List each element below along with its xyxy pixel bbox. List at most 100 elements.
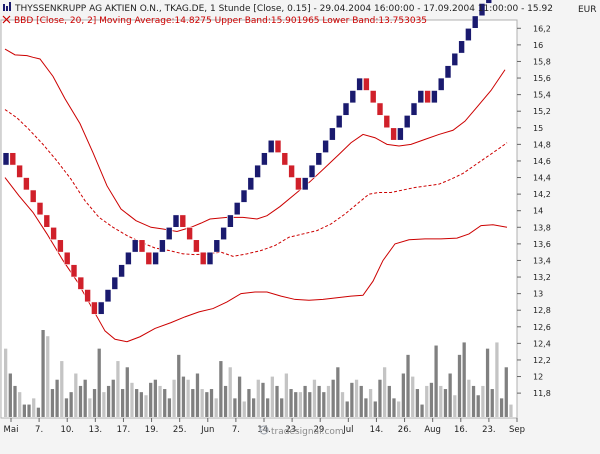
- volume-bar: [397, 401, 401, 417]
- volume-bar: [120, 389, 125, 417]
- volume-bar: [406, 354, 410, 417]
- volume-bar: [27, 404, 31, 417]
- volume-bar: [261, 382, 265, 417]
- volume-bar: [158, 385, 162, 417]
- currency-label: EUR: [578, 5, 597, 15]
- renko-brick-up: [322, 139, 329, 153]
- volume-bar: [392, 398, 396, 417]
- x-tick-label: 26.: [398, 425, 412, 435]
- renko-brick-up: [451, 52, 459, 66]
- x-tick-label: 7.: [35, 425, 43, 435]
- volume-bar: [415, 389, 420, 417]
- legend-header: THYSSENKRUPP AG AKTIEN O.N., TKAG.DE, 1 …: [2, 2, 597, 26]
- volume-bar: [336, 367, 340, 417]
- volume-bar: [191, 389, 195, 417]
- volume-bar: [481, 385, 485, 417]
- renko-brick-down: [281, 152, 289, 166]
- renko-brick-up: [159, 239, 166, 253]
- renko-brick-up: [444, 65, 452, 79]
- plot-area: [0, 19, 518, 419]
- renko-brick-down: [145, 251, 153, 265]
- x-tick-label: 29.: [313, 425, 327, 435]
- volume-bar: [32, 398, 36, 417]
- y-tick-label: 11,8: [533, 389, 551, 398]
- x-tick-label: 10.: [60, 425, 74, 435]
- renko-brick-down: [43, 214, 51, 228]
- y-tick-label: 14,6: [533, 157, 551, 166]
- volume-bar: [457, 354, 462, 417]
- volume-bar: [97, 348, 101, 417]
- volume-bar: [102, 392, 106, 417]
- x-tick-label: 23.: [285, 425, 299, 435]
- renko-brick-up: [329, 127, 336, 141]
- y-tick-label: 15,2: [533, 107, 551, 116]
- renko-brick-up: [2, 152, 10, 166]
- volume-bar: [485, 348, 490, 417]
- volume-bar: [200, 389, 204, 417]
- renko-brick-up: [254, 164, 261, 178]
- volume-bar: [139, 392, 143, 417]
- x-tick-label: 16.: [454, 425, 468, 435]
- volume-bar: [36, 407, 41, 417]
- x-tick-label: 7.: [232, 425, 240, 435]
- volume-bar: [322, 392, 326, 417]
- volume-bar: [462, 342, 466, 417]
- volume-bar: [18, 392, 22, 417]
- renko-brick-down: [91, 301, 98, 315]
- volume-bar: [130, 382, 134, 417]
- watermark-text: tradesignal.com: [271, 427, 344, 437]
- chart-title-line: THYSSENKRUPP AG AKTIEN O.N., TKAG.DE, 1 …: [14, 4, 553, 14]
- x-tick-label: 25.: [173, 425, 187, 435]
- volume-bar: [46, 336, 50, 417]
- volume-bar: [378, 379, 382, 417]
- volume-bar: [153, 379, 158, 417]
- renko-brick-down: [23, 177, 30, 191]
- renko-brick-up: [220, 226, 227, 241]
- y-tick-label: 13,2: [533, 273, 551, 282]
- volume-bar: [448, 373, 452, 417]
- volume-bar: [64, 398, 69, 417]
- volume-bar: [186, 379, 190, 417]
- volume-bar: [420, 404, 424, 417]
- x-axis: Mai 7. 10. 13. 17. 19. 25. Jun 7. 14. 23. 29. Jul 14.…: [4, 418, 525, 435]
- volume-bar: [439, 385, 443, 417]
- renko-brick-up: [111, 276, 119, 290]
- volume-bar: [467, 379, 471, 417]
- volume-bar: [345, 401, 349, 417]
- volume-bar: [247, 389, 251, 417]
- x-tick-label: 19.: [145, 425, 159, 435]
- renko-brick-up: [417, 90, 425, 104]
- chart-menu-icon[interactable]: [3, 2, 11, 11]
- volume-bar: [331, 379, 335, 417]
- volume-bar: [69, 392, 73, 417]
- volume-bar: [401, 373, 405, 417]
- y-tick-label: 13,6: [533, 240, 551, 249]
- volume-bar: [294, 392, 298, 417]
- volume-bar: [471, 385, 476, 417]
- volume-bar: [354, 379, 359, 417]
- renko-brick-down: [9, 152, 17, 166]
- renko-brick-up: [403, 115, 411, 129]
- volume-bar: [163, 389, 167, 417]
- renko-brick-up: [247, 177, 255, 191]
- volume-bar: [181, 376, 186, 417]
- indicator-x-icon[interactable]: [2, 15, 11, 24]
- x-tick-label: 14.: [370, 425, 384, 435]
- y-tick-label: 14,8: [533, 140, 551, 149]
- volume-bar: [317, 385, 321, 417]
- volume-bar: [303, 385, 307, 417]
- y-tick-label: 15,8: [533, 57, 551, 66]
- volume-bar: [495, 342, 499, 417]
- volume-bar: [251, 398, 256, 417]
- volume-bar: [312, 379, 317, 417]
- volume-bar: [499, 398, 504, 417]
- renko-brick-down: [363, 77, 370, 91]
- renko-brick-down: [369, 90, 377, 104]
- moving-average-line: [4, 109, 508, 257]
- y-tick-label: 15: [533, 124, 543, 133]
- y-tick-label: 12,2: [533, 356, 551, 365]
- volume-bar: [256, 379, 260, 417]
- volume-bar: [60, 361, 64, 417]
- y-tick-label: 13,8: [533, 223, 551, 232]
